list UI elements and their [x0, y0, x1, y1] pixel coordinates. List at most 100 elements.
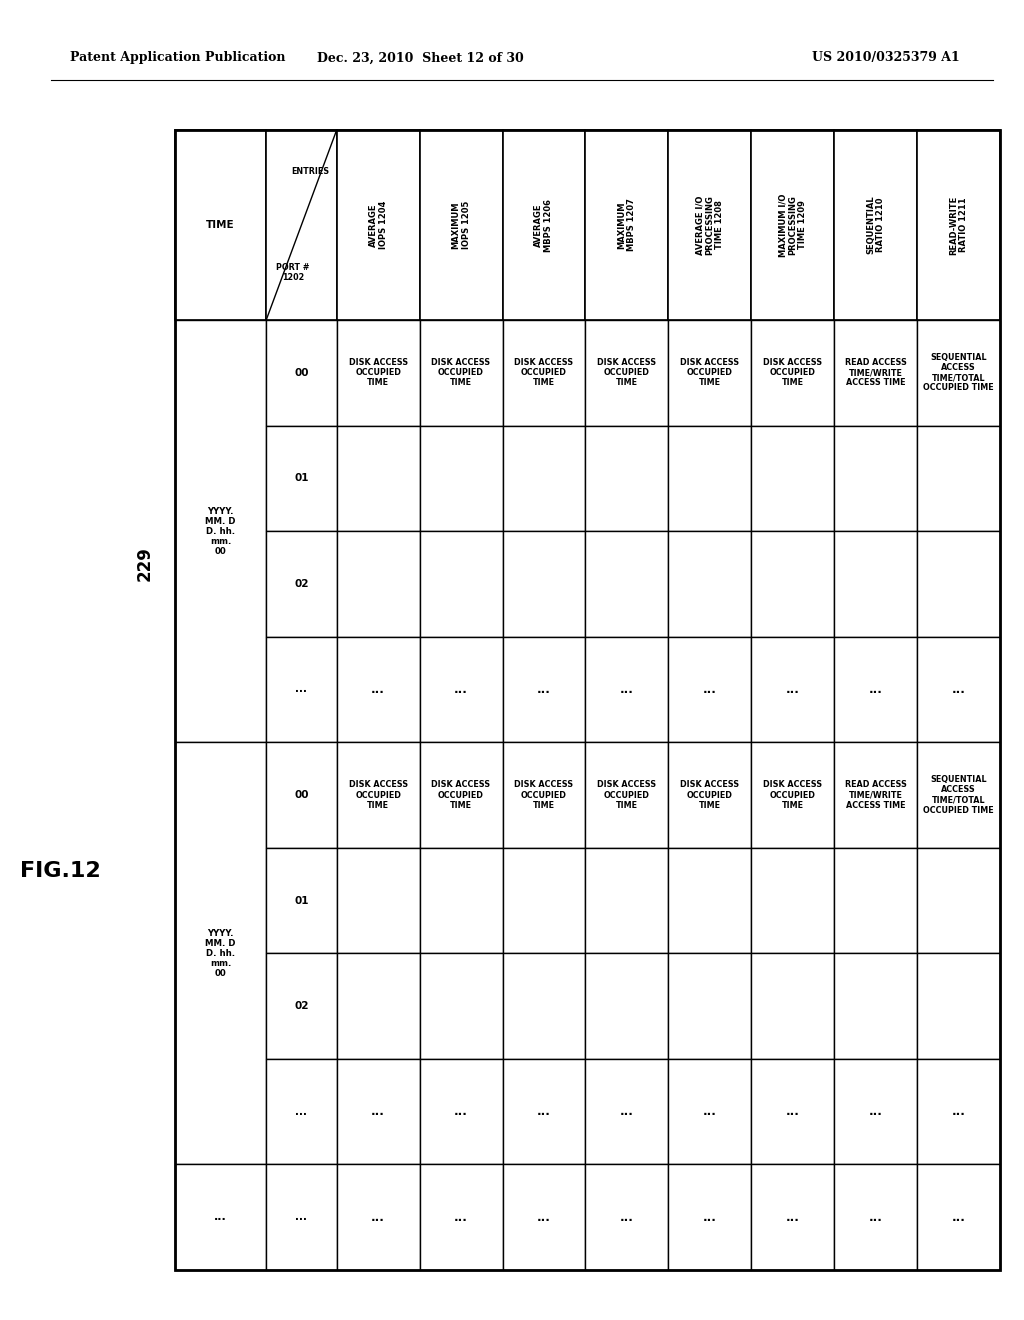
Bar — [752, 847, 835, 953]
Bar — [752, 531, 835, 636]
Bar — [266, 953, 337, 1059]
Bar — [175, 742, 266, 1164]
Bar — [586, 636, 669, 742]
Text: ...: ... — [454, 1105, 468, 1118]
Bar — [420, 129, 503, 319]
Bar — [752, 636, 835, 742]
Bar — [669, 953, 752, 1059]
Text: ...: ... — [372, 682, 385, 696]
Text: SEQUENTIAL
ACCESS
TIME/TOTAL
OCCUPIED TIME: SEQUENTIAL ACCESS TIME/TOTAL OCCUPIED TI… — [924, 775, 994, 814]
Text: MAXIMUM
MBPS 1207: MAXIMUM MBPS 1207 — [617, 198, 636, 251]
Text: 02: 02 — [294, 579, 308, 589]
Bar — [918, 129, 1000, 319]
Bar — [337, 636, 420, 742]
Text: 00: 00 — [294, 789, 308, 800]
Bar — [586, 129, 669, 319]
Bar — [752, 1059, 835, 1164]
Text: ...: ... — [702, 1210, 717, 1224]
Bar — [337, 1164, 420, 1270]
Text: 01: 01 — [294, 895, 308, 906]
Bar — [420, 1059, 503, 1164]
Bar — [835, 847, 918, 953]
Text: ...: ... — [785, 1210, 800, 1224]
Bar — [266, 742, 337, 847]
Text: MAXIMUM I/O
PROCESSING
TIME 1209: MAXIMUM I/O PROCESSING TIME 1209 — [778, 193, 807, 256]
Bar — [752, 1164, 835, 1270]
Text: 02: 02 — [294, 1001, 308, 1011]
Text: ...: ... — [620, 1210, 634, 1224]
Bar — [752, 129, 835, 319]
Text: ...: ... — [951, 1105, 966, 1118]
Text: DISK ACCESS
OCCUPIED
TIME: DISK ACCESS OCCUPIED TIME — [431, 780, 490, 809]
Text: DISK ACCESS
OCCUPIED
TIME: DISK ACCESS OCCUPIED TIME — [763, 780, 822, 809]
Bar — [586, 742, 669, 847]
Bar — [420, 531, 503, 636]
Bar — [266, 129, 337, 319]
Text: AVERAGE
MBPS 1206: AVERAGE MBPS 1206 — [535, 198, 554, 252]
Bar — [503, 425, 586, 531]
Text: ...: ... — [296, 1106, 307, 1117]
Text: ...: ... — [372, 1210, 385, 1224]
Bar — [918, 425, 1000, 531]
Bar — [918, 319, 1000, 425]
Bar — [420, 1164, 503, 1270]
Bar — [918, 636, 1000, 742]
Bar — [175, 129, 1000, 1270]
Text: ...: ... — [214, 1212, 227, 1222]
Bar — [835, 319, 918, 425]
Text: ...: ... — [785, 682, 800, 696]
Text: DISK ACCESS
OCCUPIED
TIME: DISK ACCESS OCCUPIED TIME — [431, 358, 490, 387]
Text: ...: ... — [620, 1105, 634, 1118]
Text: ...: ... — [868, 682, 883, 696]
Text: READ ACCESS
TIME/WRITE
ACCESS TIME: READ ACCESS TIME/WRITE ACCESS TIME — [845, 780, 906, 809]
Bar — [918, 847, 1000, 953]
Bar — [918, 531, 1000, 636]
Bar — [586, 953, 669, 1059]
Text: MAXIMUM
IOPS 1205: MAXIMUM IOPS 1205 — [452, 201, 471, 249]
Text: ...: ... — [951, 1210, 966, 1224]
Bar — [337, 847, 420, 953]
Bar — [835, 953, 918, 1059]
Bar — [586, 319, 669, 425]
Text: DISK ACCESS
OCCUPIED
TIME: DISK ACCESS OCCUPIED TIME — [597, 358, 656, 387]
Text: ...: ... — [372, 1105, 385, 1118]
Text: US 2010/0325379 A1: US 2010/0325379 A1 — [812, 51, 961, 65]
Text: ...: ... — [537, 1210, 551, 1224]
Bar — [586, 1059, 669, 1164]
Bar — [266, 636, 337, 742]
Bar — [752, 742, 835, 847]
Text: ...: ... — [296, 685, 307, 694]
Text: ...: ... — [537, 1105, 551, 1118]
Text: DISK ACCESS
OCCUPIED
TIME: DISK ACCESS OCCUPIED TIME — [514, 780, 573, 809]
Text: SEQUENTIAL
ACCESS
TIME/TOTAL
OCCUPIED TIME: SEQUENTIAL ACCESS TIME/TOTAL OCCUPIED TI… — [924, 354, 994, 392]
Text: Dec. 23, 2010  Sheet 12 of 30: Dec. 23, 2010 Sheet 12 of 30 — [316, 51, 523, 65]
Bar — [835, 1059, 918, 1164]
Bar — [503, 847, 586, 953]
Bar — [835, 636, 918, 742]
Text: READ ACCESS
TIME/WRITE
ACCESS TIME: READ ACCESS TIME/WRITE ACCESS TIME — [845, 358, 906, 387]
Bar — [337, 953, 420, 1059]
Text: PORT #
1202: PORT # 1202 — [276, 263, 309, 282]
Bar — [337, 129, 420, 319]
Text: ...: ... — [296, 1212, 307, 1222]
Bar — [503, 129, 586, 319]
Text: Patent Application Publication: Patent Application Publication — [70, 51, 286, 65]
Bar — [337, 742, 420, 847]
Bar — [586, 425, 669, 531]
Text: DISK ACCESS
OCCUPIED
TIME: DISK ACCESS OCCUPIED TIME — [763, 358, 822, 387]
Text: ...: ... — [537, 682, 551, 696]
Bar — [918, 742, 1000, 847]
Text: AVERAGE
IOPS 1204: AVERAGE IOPS 1204 — [369, 201, 388, 249]
Bar — [420, 425, 503, 531]
Text: ...: ... — [454, 682, 468, 696]
Bar — [420, 742, 503, 847]
Bar — [669, 531, 752, 636]
Bar — [669, 425, 752, 531]
Bar — [503, 953, 586, 1059]
Bar — [669, 129, 752, 319]
Bar — [835, 129, 918, 319]
Bar — [503, 319, 586, 425]
Bar — [918, 953, 1000, 1059]
Text: DISK ACCESS
OCCUPIED
TIME: DISK ACCESS OCCUPIED TIME — [680, 358, 739, 387]
Bar — [669, 1059, 752, 1164]
